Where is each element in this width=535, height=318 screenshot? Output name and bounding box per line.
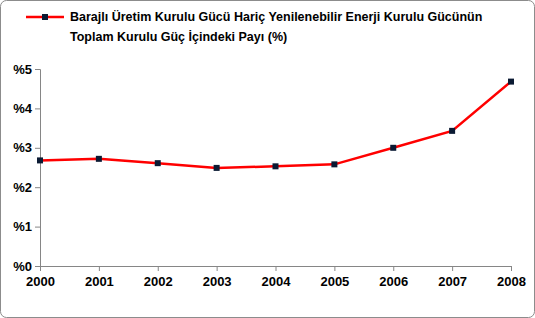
legend-label-line: Toplam Kurulu Güç İçindeki Payı (%)	[70, 29, 287, 44]
data-point	[214, 165, 220, 171]
x-tick-mark	[393, 266, 394, 271]
data-point	[273, 163, 279, 169]
y-tick-label: %2	[13, 180, 32, 195]
y-tick-mark	[35, 69, 40, 70]
x-tick: 2008	[497, 266, 526, 289]
x-tick-label: 2001	[85, 274, 114, 289]
y-tick-mark	[35, 108, 40, 109]
x-tick-label: 2002	[144, 274, 173, 289]
x-tick-mark	[452, 266, 453, 271]
x-tick: 2007	[438, 266, 467, 289]
y-tick-mark	[35, 187, 40, 188]
x-tick: 2002	[144, 266, 173, 289]
x-tick-mark	[334, 266, 335, 271]
y-tick: %3	[13, 140, 40, 155]
x-tick: 2006	[379, 266, 408, 289]
x-tick: 2000	[26, 266, 55, 289]
y-tick: %1	[13, 219, 40, 234]
x-tick-label: 2006	[379, 274, 408, 289]
y-tick-label: %4	[13, 101, 33, 116]
y-tick: %2	[13, 180, 40, 195]
legend-label: Barajlı Üretim Kurulu Gücü Hariç Yenilen…	[70, 9, 482, 44]
x-axis: 2000 2001 2002 2003 2004 2005 2006 2007 2008	[26, 266, 526, 289]
series-line	[40, 82, 511, 168]
y-tick: %0	[13, 259, 40, 274]
x-tick-mark	[217, 266, 218, 271]
x-tick-label: 2007	[438, 274, 467, 289]
x-tick: 2001	[85, 266, 114, 289]
data-point	[449, 128, 455, 134]
x-axis-line	[41, 267, 512, 272]
x-tick-label: 2003	[203, 274, 232, 289]
data-point	[96, 156, 102, 162]
y-axis-line	[35, 70, 41, 267]
x-tick-mark	[40, 266, 41, 271]
x-tick: 2004	[262, 266, 292, 289]
data-point	[37, 157, 43, 163]
plot-area: %0 %1 %2 %3 %4 %5 2000 2001 2002 2003 2004 2005 2006…	[13, 62, 526, 290]
x-tick-mark	[99, 266, 100, 271]
y-axis: %0 %1 %2 %3 %4 %5	[13, 62, 40, 274]
y-tick-mark	[35, 266, 40, 267]
y-tick-label: %0	[13, 259, 32, 274]
x-tick: 2005	[320, 266, 349, 289]
y-tick: %5	[13, 62, 40, 77]
x-tick-label: 2005	[320, 274, 349, 289]
data-point	[155, 160, 161, 166]
legend: Barajlı Üretim Kurulu Gücü Hariç Yenilen…	[26, 9, 482, 44]
series-group	[37, 79, 514, 171]
data-point	[508, 79, 514, 85]
x-tick-label: 2000	[26, 274, 55, 289]
x-tick-label: 2008	[497, 274, 526, 289]
legend-label-line: Barajlı Üretim Kurulu Gücü Hariç Yenilen…	[70, 9, 482, 24]
x-tick-mark	[511, 266, 512, 271]
data-point	[331, 161, 337, 167]
x-tick-mark	[276, 266, 277, 271]
y-tick-label: %1	[13, 219, 32, 234]
y-tick-label: %5	[13, 62, 32, 77]
legend-marker	[42, 14, 48, 20]
y-tick-label: %3	[13, 140, 32, 155]
y-tick-mark	[35, 227, 40, 228]
chart-border	[1, 1, 535, 318]
data-point	[390, 145, 396, 151]
x-tick-label: 2004	[262, 274, 292, 289]
y-tick-mark	[35, 148, 40, 149]
x-tick-mark	[158, 266, 159, 271]
x-tick: 2003	[203, 266, 232, 289]
chart-svg: %0 %1 %2 %3 %4 %5 2000 2001 2002 2003 2004 2005 2006…	[0, 0, 535, 318]
y-tick: %4	[13, 101, 40, 116]
